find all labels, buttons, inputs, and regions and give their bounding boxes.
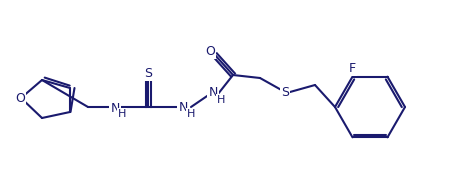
- Text: H: H: [217, 95, 225, 105]
- Text: O: O: [15, 91, 25, 105]
- Text: N: N: [178, 100, 188, 113]
- Text: O: O: [205, 45, 215, 57]
- Text: H: H: [187, 109, 195, 119]
- Text: S: S: [144, 67, 152, 79]
- Text: N: N: [110, 101, 120, 115]
- Text: N: N: [208, 86, 218, 98]
- Text: S: S: [281, 86, 289, 98]
- Text: H: H: [118, 109, 126, 119]
- Text: F: F: [349, 62, 356, 75]
